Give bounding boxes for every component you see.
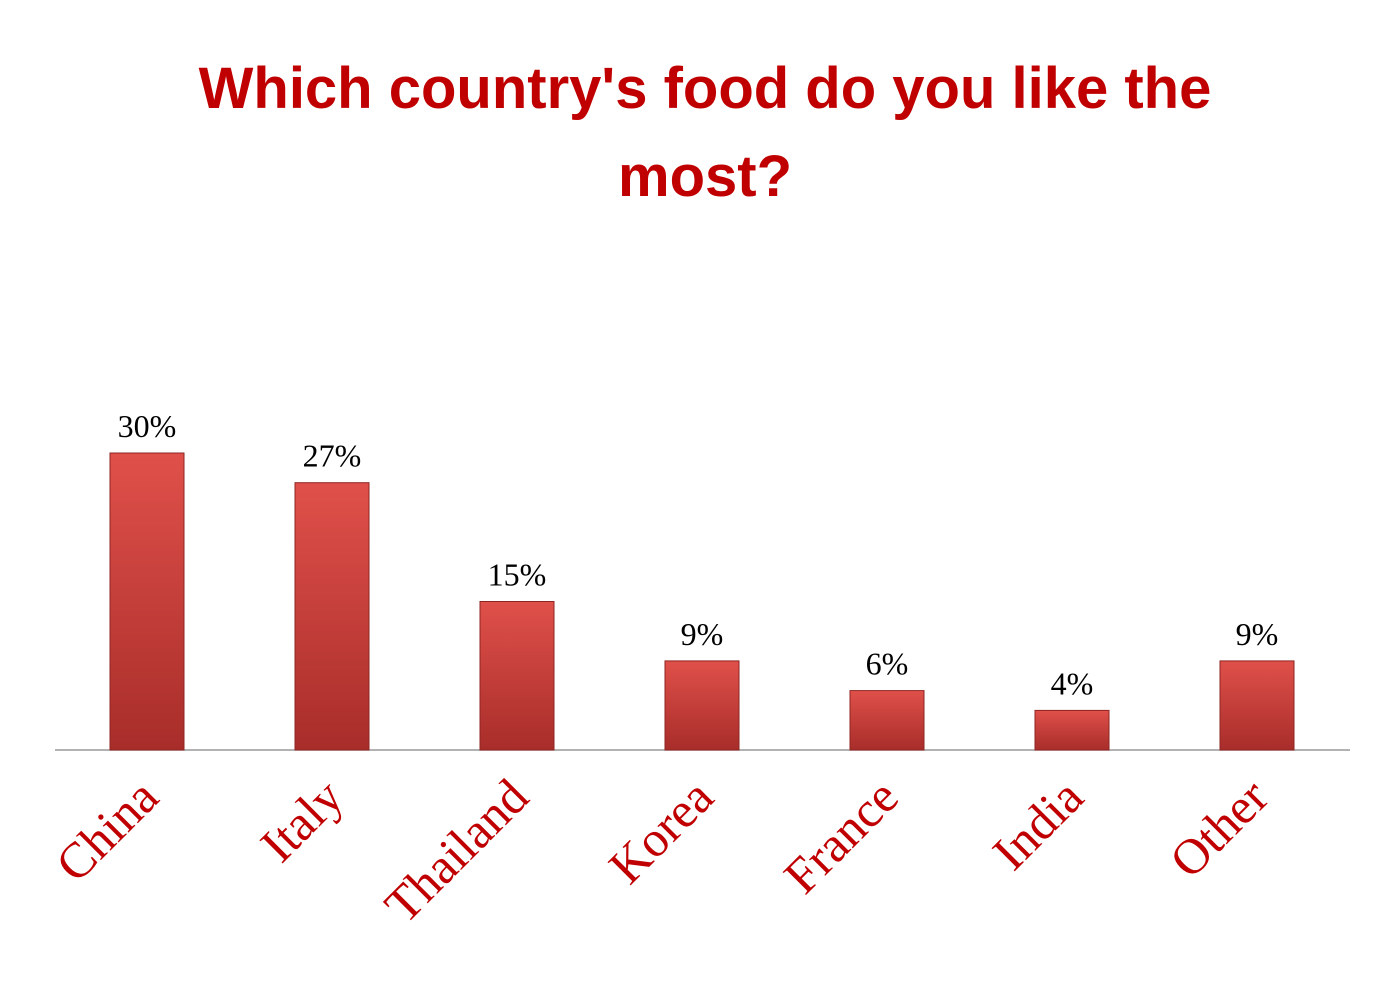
x-tick-label: Korea	[598, 768, 724, 894]
bar	[1219, 660, 1295, 751]
x-tick-label: India	[982, 768, 1094, 880]
bar	[294, 482, 370, 751]
value-label: 4%	[1051, 665, 1094, 701]
bar	[109, 452, 185, 751]
value-label: 9%	[681, 616, 724, 652]
value-label: 6%	[866, 646, 909, 682]
bar	[1034, 709, 1110, 751]
bar	[849, 690, 925, 751]
x-tick-label: China	[45, 768, 169, 892]
x-tick-label: Other	[1159, 768, 1279, 888]
value-label: 27%	[303, 438, 362, 474]
x-tick-label: Thailand	[374, 768, 539, 933]
x-tick-label: France	[773, 768, 909, 904]
bar	[479, 601, 555, 751]
value-label: 30%	[118, 408, 177, 444]
value-label: 9%	[1236, 616, 1279, 652]
value-label: 15%	[488, 557, 547, 593]
x-tick-label: Italy	[249, 768, 353, 872]
chart-title: Which country's food do you like the mos…	[198, 56, 1212, 209]
bar	[664, 660, 740, 751]
